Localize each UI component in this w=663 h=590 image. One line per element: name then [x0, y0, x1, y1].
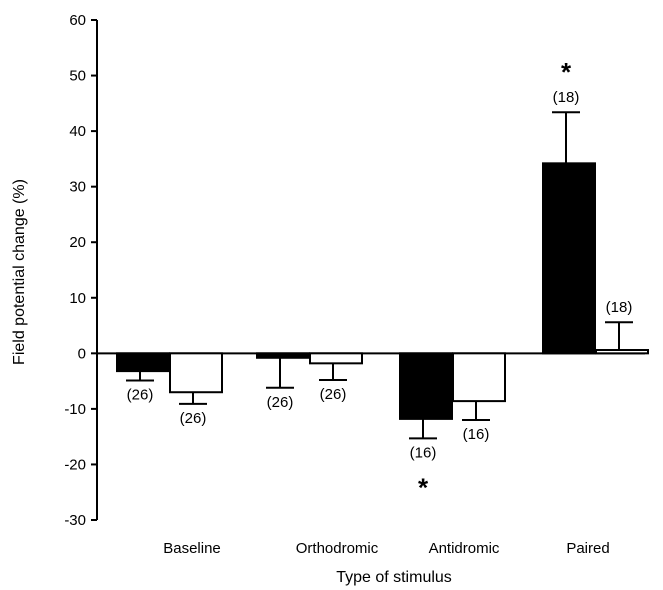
bar: [542, 162, 596, 355]
n-label: (18): [606, 299, 633, 316]
bar: [452, 352, 506, 403]
bars: [116, 111, 649, 440]
n-label: (26): [127, 387, 154, 404]
y-tick-label: 40: [69, 123, 86, 140]
x-tick-label: Orthodromic: [296, 540, 379, 557]
x-axis-title: Type of stimulus: [336, 569, 452, 586]
n-label: (16): [463, 426, 490, 443]
y-tick-label: 60: [69, 12, 86, 29]
significance-marker: *: [418, 472, 429, 502]
n-label: (26): [180, 410, 207, 427]
n-label: (16): [410, 444, 437, 461]
bar: [256, 352, 310, 359]
y-tick-label: -10: [64, 401, 86, 418]
n-label: (18): [553, 89, 580, 106]
x-tick-label: Paired: [566, 540, 609, 557]
y-axis-title: Field potential change (%): [11, 179, 28, 365]
n-label: (26): [320, 386, 347, 403]
y-tick-label: -30: [64, 512, 86, 529]
x-tick-label: Antidromic: [429, 540, 500, 557]
y-tick-label: 30: [69, 179, 86, 196]
y-tick-label: 10: [69, 290, 86, 307]
n-label: (26): [267, 394, 294, 411]
bar: [169, 352, 223, 394]
y-tick-label: -20: [64, 456, 86, 473]
labels: Baseline Orthodromic Antidromic Paired (26) (…: [127, 57, 633, 557]
y-tick-label: 50: [69, 68, 86, 85]
bar: [116, 352, 170, 373]
y-tick-label: 20: [69, 234, 86, 251]
bar: [309, 352, 363, 365]
significance-marker: *: [561, 57, 572, 87]
x-tick-label: Baseline: [163, 540, 221, 557]
bar: [399, 352, 453, 420]
bar: [595, 349, 649, 355]
y-tick-label: 0: [78, 345, 86, 362]
